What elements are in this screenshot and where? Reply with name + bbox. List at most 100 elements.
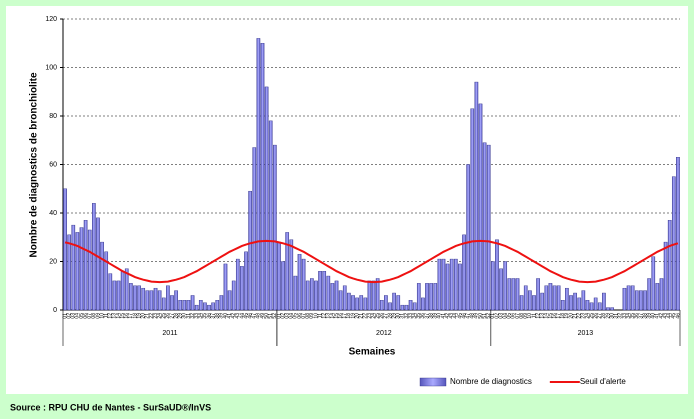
bar — [318, 271, 322, 311]
x-tick-label: 14 — [330, 313, 336, 319]
bar — [400, 304, 405, 311]
bar — [248, 190, 253, 311]
bar — [231, 280, 236, 311]
x-tick-label: 19 — [564, 313, 570, 319]
bar — [157, 290, 162, 311]
bar — [100, 241, 104, 311]
bar — [384, 295, 388, 311]
x-tick-label: 17 — [128, 313, 134, 319]
bar — [166, 285, 170, 311]
bar — [198, 300, 203, 311]
bar — [519, 295, 524, 311]
x-tick-label: 49 — [474, 313, 480, 319]
bar — [342, 285, 347, 311]
x-tick-label: 05 — [507, 313, 513, 319]
bar — [425, 283, 429, 311]
bar — [256, 38, 261, 311]
x-tick-label: 13 — [540, 313, 546, 319]
bar — [486, 144, 491, 311]
x-tick-label: 10 — [527, 313, 533, 319]
x-tick-label: 46 — [675, 313, 681, 319]
x-tick-label: 44 — [453, 313, 459, 319]
x-tick-label: 21 — [359, 313, 365, 319]
x-tick-label: 32 — [190, 313, 196, 319]
x-tick-label: 11 — [317, 313, 323, 318]
x-tick-label: 03 — [498, 313, 504, 319]
source: Source : RPU CHU de Nantes - SurSaUD®/In… — [10, 402, 211, 412]
x-tick-label: 52 — [486, 313, 492, 319]
x-tick-label: 34 — [626, 313, 632, 319]
bar — [462, 234, 466, 311]
x-tick-label: 18 — [346, 313, 352, 319]
x-tick-label: 23 — [367, 313, 373, 319]
bar — [416, 283, 421, 311]
bar — [511, 278, 516, 311]
x-tick-label: 01 — [62, 313, 68, 319]
bar — [437, 258, 442, 311]
bar — [293, 275, 298, 311]
bar — [412, 302, 417, 311]
x-tick-label: 09 — [95, 313, 101, 319]
x-tick-label: 28 — [601, 313, 607, 319]
x-tick-label: 36 — [206, 313, 212, 319]
bar — [363, 297, 368, 311]
bar — [676, 157, 680, 311]
x-tick-label: 45 — [243, 313, 249, 319]
bar — [211, 302, 215, 311]
x-tick-label: 24 — [585, 313, 591, 319]
bar — [272, 144, 277, 311]
x-tick-label: 37 — [424, 313, 430, 319]
bar — [449, 258, 454, 311]
bar — [626, 285, 631, 311]
x-tick-label: 06 — [511, 313, 517, 319]
x-tick-label: 45 — [457, 313, 463, 319]
x-tick-label: 42 — [231, 313, 237, 319]
bar — [379, 300, 384, 311]
x-tick-label: 45 — [671, 313, 677, 319]
x-tick-label: 05 — [293, 313, 299, 319]
x-tick-label: 08 — [91, 313, 97, 319]
x-tick-label: 27 — [169, 313, 175, 319]
x-tick-label: 35 — [202, 313, 208, 319]
x-tick-label: 11 — [531, 313, 537, 318]
x-tick-label: 16 — [338, 313, 344, 319]
x-tick-label: 33 — [622, 313, 628, 319]
x-tick-label: 28 — [173, 313, 179, 319]
year-label: 2012 — [376, 330, 392, 337]
bar — [470, 108, 475, 311]
bar — [87, 229, 92, 311]
y-axis-label: Nombre de diagnostics de bronchiolite — [29, 72, 40, 257]
x-tick-label: 01 — [276, 313, 282, 319]
x-tick-label: 27 — [597, 313, 603, 319]
x-tick-label: 38 — [215, 313, 221, 319]
x-tick-label: 31 — [614, 313, 620, 319]
bar — [301, 258, 306, 311]
bar — [186, 300, 191, 311]
x-tick-label: 10 — [99, 313, 105, 319]
bar — [133, 285, 137, 311]
x-tick-label: 04 — [289, 313, 295, 319]
bar — [499, 268, 503, 311]
bar — [190, 295, 195, 311]
bar — [667, 220, 672, 311]
bar — [194, 304, 199, 311]
bar — [116, 280, 121, 311]
bar — [593, 297, 598, 311]
y-tick-label: 60 — [49, 161, 57, 168]
y-tick-label: 40 — [49, 210, 57, 217]
x-tick-label: 07 — [515, 313, 521, 319]
x-tick-label: 13 — [326, 313, 332, 319]
bar — [490, 261, 495, 311]
x-tick-label: 37 — [210, 313, 216, 319]
x-tick-label: 08 — [305, 313, 311, 319]
y-tick-label: 20 — [49, 258, 57, 265]
x-tick-label: 30 — [609, 313, 615, 319]
bar — [355, 297, 359, 311]
x-tick-label: 44 — [239, 313, 245, 319]
x-tick-label: 24 — [157, 313, 163, 319]
x-tick-label: 31 — [186, 313, 192, 319]
bar — [124, 268, 129, 311]
bar — [322, 271, 327, 311]
bar — [129, 283, 133, 311]
x-tick-label: 41 — [441, 313, 447, 319]
